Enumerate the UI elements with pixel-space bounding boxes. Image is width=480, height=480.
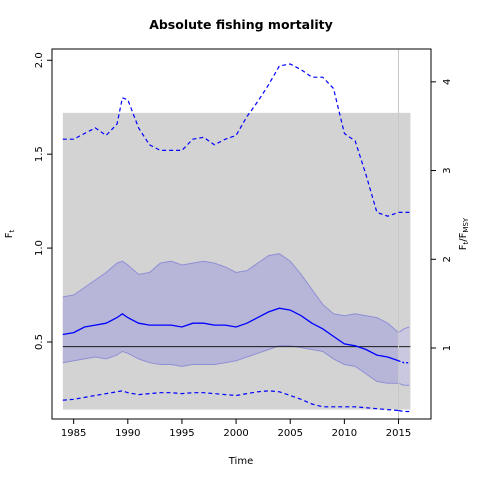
plot-area xyxy=(62,49,411,419)
ci-extension-area xyxy=(398,327,410,386)
y2-axis-label-t: t xyxy=(462,241,470,244)
y-axis-label-sub: t xyxy=(8,229,16,232)
confidence-interval-area xyxy=(62,253,399,384)
y-axis-label-main: F xyxy=(4,232,15,238)
y-tick-label: 0.5 xyxy=(34,334,45,350)
y-axis-label: Ft xyxy=(4,229,16,238)
estimate-line xyxy=(62,307,399,362)
y2-tick-label: 3 xyxy=(442,167,453,173)
x-tick-label: 1985 xyxy=(61,428,86,439)
y2-tick-label: 2 xyxy=(442,256,453,262)
plot-frame xyxy=(51,48,432,420)
y-tick-label: 1.0 xyxy=(34,240,45,256)
estimate-extension-line xyxy=(398,360,410,364)
x-tick-label: 2010 xyxy=(332,428,357,439)
y2-tick-label: 4 xyxy=(442,79,453,85)
lower-dashed-extension xyxy=(398,409,410,413)
upper-dashed-line xyxy=(62,63,399,217)
ci-upper-line xyxy=(62,253,399,333)
y-tick-label: 1.5 xyxy=(34,146,45,162)
y2-axis-label: Ft/FMSY xyxy=(458,217,470,250)
lower-dashed-line xyxy=(62,390,399,412)
y2-axis-label-msy: MSY xyxy=(462,217,470,232)
x-tick-label: 1995 xyxy=(169,428,194,439)
x-tick-label: 2015 xyxy=(386,428,411,439)
x-tick-label: 2005 xyxy=(278,428,303,439)
y2-axis-label-f: F xyxy=(458,244,469,250)
x-tick-label: 1990 xyxy=(115,428,140,439)
x-axis-label: Time xyxy=(228,456,253,467)
ci-extension-lower xyxy=(398,382,410,386)
chart-title: Absolute fishing mortality xyxy=(149,17,333,32)
axes: 1985 1990 1995 2000 2005 2010 2015 0.5 1.0 1.5 2.0… xyxy=(34,48,453,439)
x-tick-label: 2000 xyxy=(223,428,248,439)
y2-tick-label: 1 xyxy=(442,345,453,351)
y-tick-label: 2.0 xyxy=(34,52,45,68)
y2-axis-label-mid: /F xyxy=(458,232,469,241)
ci-lower-line xyxy=(62,345,399,384)
ci-extension-upper xyxy=(398,326,410,334)
